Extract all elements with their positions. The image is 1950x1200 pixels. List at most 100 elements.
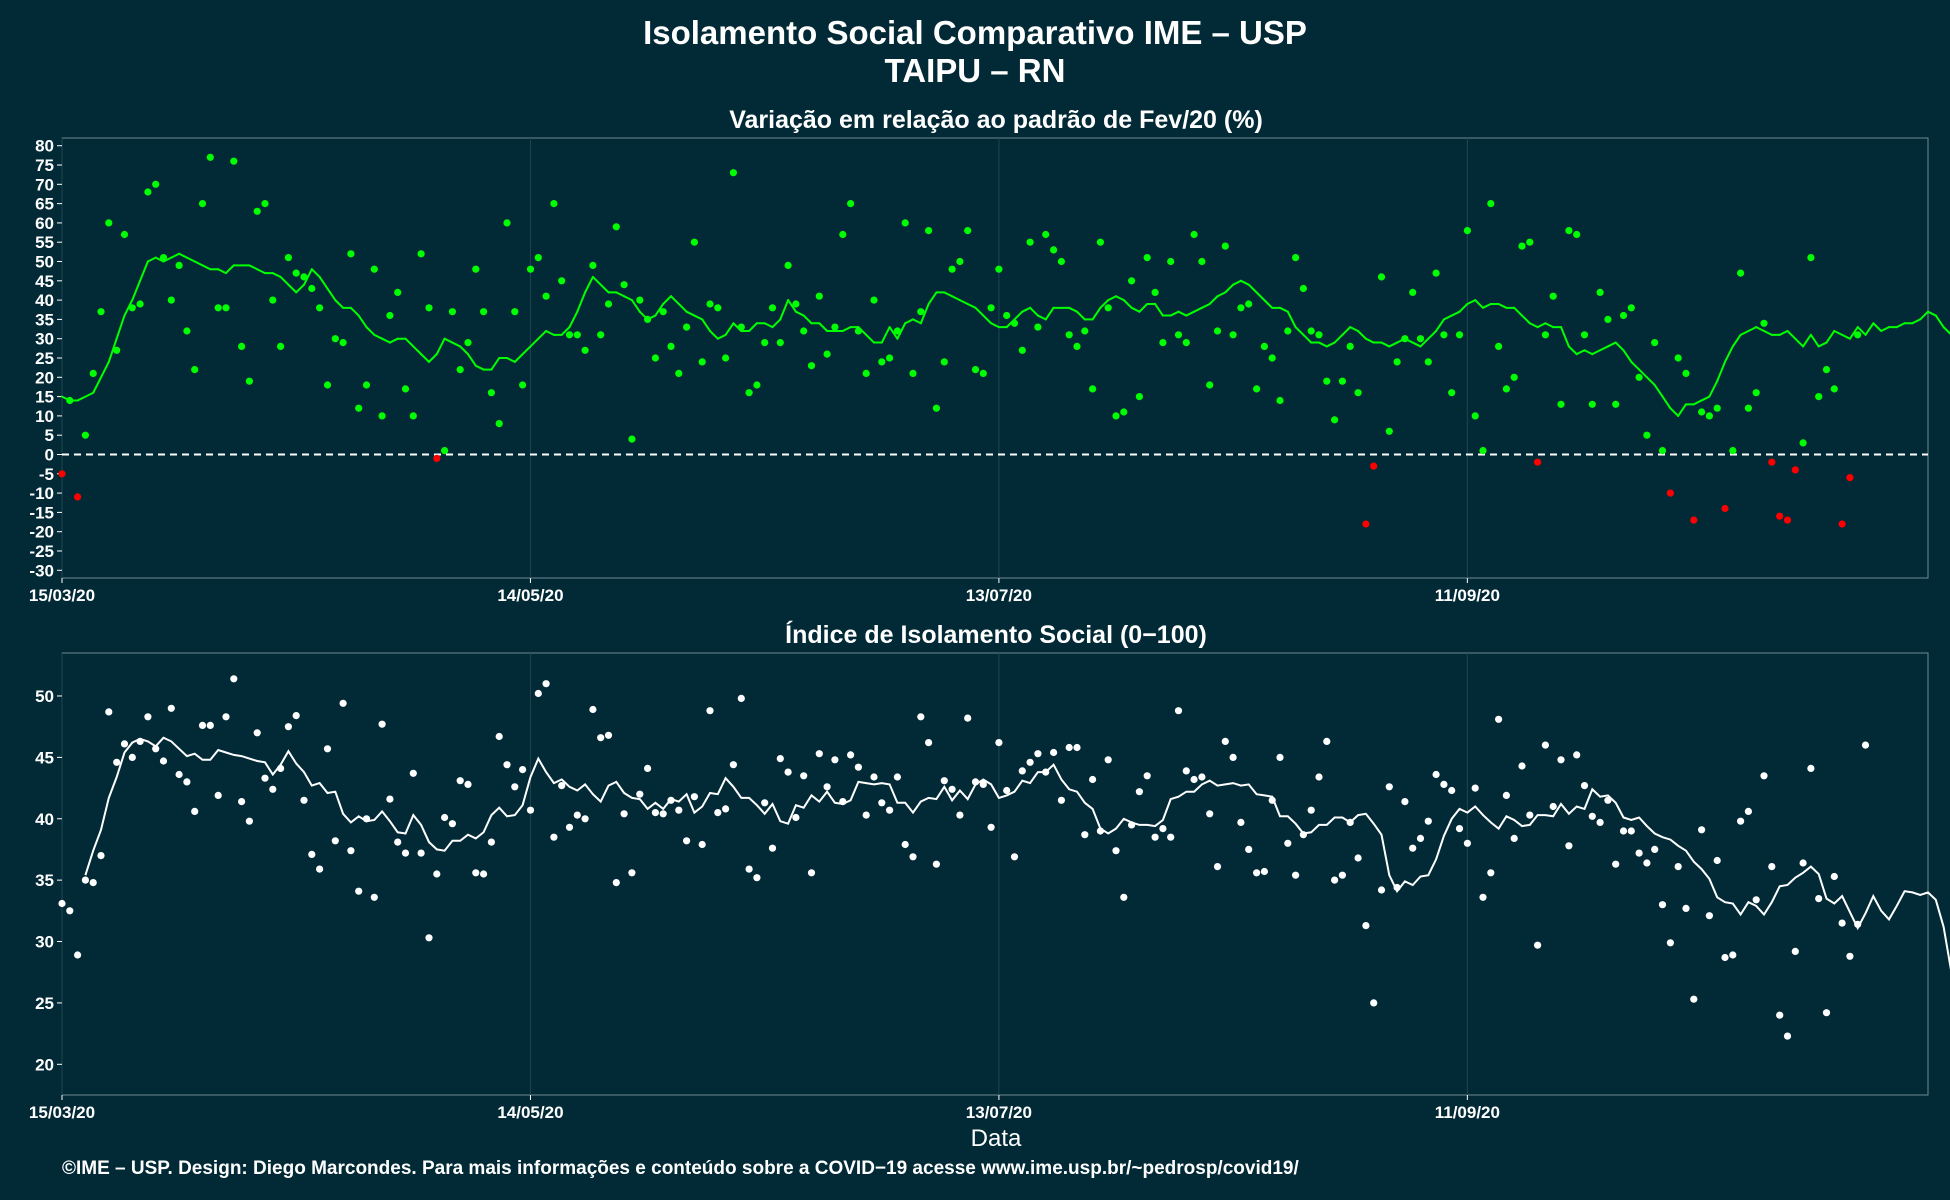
series-line-segment — [1247, 283, 1258, 294]
data-point — [761, 799, 769, 807]
data-point — [1284, 327, 1292, 335]
data-point — [113, 346, 121, 354]
data-point — [1463, 227, 1471, 235]
data-point — [89, 369, 97, 377]
data-point — [1471, 784, 1479, 792]
data-point — [542, 292, 550, 300]
data-point — [308, 850, 316, 859]
data-point — [1510, 834, 1518, 843]
plot-frame — [61, 137, 1929, 579]
data-point — [1807, 764, 1815, 773]
data-point — [1307, 327, 1315, 335]
data-point — [1237, 818, 1245, 827]
y-tick-label: 35 — [35, 871, 54, 890]
data-point — [1471, 412, 1479, 420]
data-point — [355, 404, 363, 412]
series-line-segment — [818, 322, 829, 332]
data-point — [487, 838, 495, 846]
data-point — [1619, 827, 1628, 835]
data-point — [316, 865, 324, 873]
series-line-segment — [295, 283, 306, 294]
data-point — [1104, 304, 1112, 312]
data-point — [1612, 400, 1620, 408]
data-point — [1416, 335, 1425, 343]
y-tick-label: 30 — [35, 933, 54, 952]
data-point — [1089, 775, 1097, 784]
series-line-segment — [1239, 279, 1250, 286]
series-line-segment — [724, 322, 735, 336]
data-point — [1502, 385, 1510, 393]
series-line-segment — [1763, 329, 1773, 336]
data-point — [604, 731, 613, 739]
series-line-segment — [1606, 341, 1617, 348]
data-point — [1705, 912, 1713, 920]
series-line-segment — [1638, 368, 1648, 379]
series-line-segment — [1169, 310, 1180, 317]
series-line-segment — [1442, 314, 1453, 321]
series-line-segment — [771, 318, 782, 329]
data-point — [1721, 953, 1729, 962]
data-point — [1643, 859, 1651, 867]
data-point — [487, 389, 495, 397]
series-line-segment — [709, 329, 719, 340]
series-line-segment — [966, 302, 977, 309]
series-line-segment — [1474, 299, 1484, 309]
data-point — [1635, 849, 1643, 857]
data-point — [690, 238, 699, 246]
data-point — [753, 874, 761, 882]
data-point — [558, 277, 566, 285]
y-tick-label: 40 — [35, 291, 54, 310]
series-line-segment — [178, 252, 188, 259]
series-line-segment — [201, 264, 212, 271]
series-line-segment — [1724, 345, 1734, 363]
data-point — [214, 791, 222, 800]
data-point — [1541, 741, 1549, 749]
data-point — [1838, 919, 1846, 927]
data-point — [1253, 385, 1261, 393]
data-point — [378, 412, 386, 420]
series-line-segment — [1692, 399, 1703, 406]
data-point — [1651, 339, 1659, 347]
series-line-segment — [123, 299, 134, 317]
series-line-segment — [841, 326, 852, 332]
data-point — [1721, 504, 1729, 513]
data-point — [167, 704, 175, 712]
data-point — [159, 757, 168, 765]
data-point — [1541, 331, 1549, 339]
data-point — [971, 778, 980, 786]
series-line-segment — [139, 260, 149, 282]
data-point — [932, 860, 941, 868]
data-point — [987, 304, 995, 312]
data-point — [971, 366, 980, 374]
series-line-segment — [1739, 329, 1750, 336]
series-line-segment — [888, 326, 899, 340]
data-point — [932, 404, 941, 412]
series-line-segment — [287, 283, 298, 294]
data-point — [1698, 826, 1706, 834]
data-point — [1292, 871, 1300, 879]
series-line-segment — [271, 272, 282, 278]
series-line-segment — [1927, 310, 1937, 317]
data-point — [1737, 817, 1745, 825]
series-line-segment — [420, 353, 430, 363]
data-point — [753, 381, 761, 389]
data-point — [761, 339, 769, 347]
data-point — [1487, 869, 1495, 877]
data-point — [1604, 796, 1612, 804]
data-point — [1573, 751, 1581, 759]
data-point — [995, 739, 1003, 747]
series-line-segment — [1255, 291, 1266, 302]
data-point — [152, 180, 160, 188]
series-line-segment — [388, 337, 399, 344]
series-line-segment — [1778, 329, 1789, 336]
data-point — [831, 323, 839, 331]
data-point — [175, 770, 183, 779]
data-point — [136, 300, 144, 308]
data-point — [1752, 896, 1760, 904]
data-point — [1768, 458, 1776, 466]
data-point — [1229, 753, 1237, 762]
data-point — [604, 300, 613, 308]
series-line-segment — [451, 341, 462, 348]
data-point — [1190, 775, 1198, 784]
data-point — [1377, 273, 1386, 281]
